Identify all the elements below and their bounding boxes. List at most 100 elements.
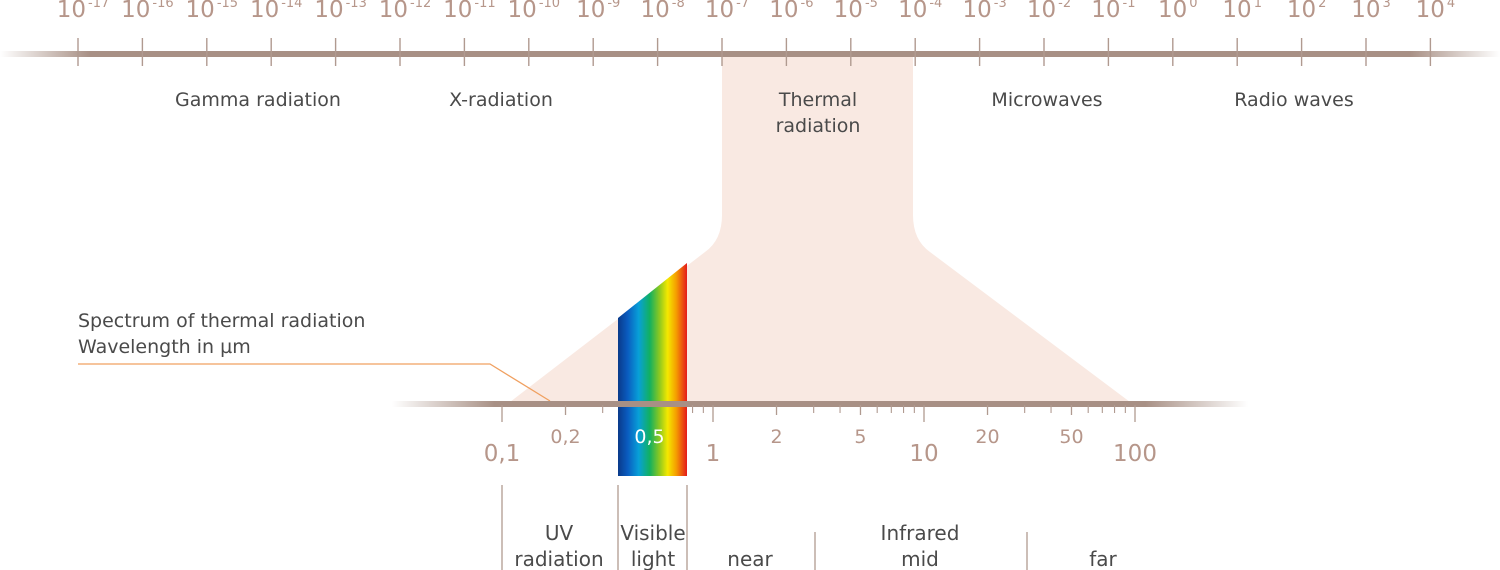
top-axis-label: 10 -3	[962, 0, 1006, 23]
top-band-labels: Gamma radiation X-radiation Thermal radi…	[175, 89, 1354, 137]
label-base: 10	[1287, 0, 1316, 23]
label-base: 10	[314, 0, 343, 23]
top-axis-bar	[0, 51, 1500, 57]
label-exponent: -15	[217, 0, 238, 11]
top-axis-label: 10 4	[1416, 0, 1456, 23]
label-exponent: -5	[865, 0, 878, 11]
top-axis-label: 10 -15	[186, 0, 239, 23]
label-exponent: 2	[1318, 0, 1326, 11]
label-base: 10	[1158, 0, 1187, 23]
top-axis-label: 10 -10	[508, 0, 561, 23]
band-thermal-label-line1: Thermal	[778, 89, 857, 111]
label-exponent: -6	[801, 0, 814, 11]
label-exponent: 1	[1254, 0, 1262, 11]
label-base: 10	[769, 0, 798, 23]
top-axis-label: 10 -5	[834, 0, 878, 23]
label-base: 10	[443, 0, 472, 23]
caption-line1: Spectrum of thermal radiation	[78, 310, 365, 332]
bottom-axis-label: 10	[909, 441, 938, 467]
label-base: 10	[962, 0, 991, 23]
label-base: 10	[250, 0, 279, 23]
top-axis-label: 10 -7	[705, 0, 749, 23]
bottom-axis-label: 0,1	[484, 441, 521, 467]
top-axis-label: 10 0	[1158, 0, 1198, 23]
label-exponent: -13	[346, 0, 367, 11]
bottom-axis-label: 100	[1113, 441, 1157, 467]
sub-band-visible-line1: Visible	[620, 521, 685, 545]
label-exponent: -11	[474, 0, 495, 11]
label-base: 10	[379, 0, 408, 23]
label-exponent: -4	[929, 0, 942, 11]
caption-line2: Wavelength in µm	[78, 336, 251, 358]
sub-band-far-line2: far	[1089, 547, 1117, 570]
label-exponent: -16	[152, 0, 173, 11]
label-exponent: -2	[1058, 0, 1071, 11]
label-exponent: 3	[1383, 0, 1391, 11]
caption-leader-line	[78, 363, 551, 402]
bottom-axis-label: 0,2	[550, 426, 580, 448]
label-base: 10	[508, 0, 537, 23]
label-exponent: -7	[736, 0, 749, 11]
label-exponent: -3	[994, 0, 1007, 11]
top-axis-label: 10 2	[1287, 0, 1327, 23]
sub-band-mid-line2: mid	[901, 547, 939, 570]
sub-band-visible-line2: light	[631, 547, 675, 570]
label-base: 10	[834, 0, 863, 23]
bottom-axis-bar	[392, 401, 1248, 407]
label-exponent: -1	[1123, 0, 1136, 11]
top-axis-label: 10 -16	[121, 0, 174, 23]
bottom-axis-label: 50	[1059, 426, 1083, 448]
label-exponent: -14	[281, 0, 302, 11]
label-base: 10	[1027, 0, 1056, 23]
bottom-axis-label: 0,5	[634, 426, 664, 448]
sub-band-labels: UV radiation Visible light near Infrared…	[514, 521, 1117, 570]
label-base: 10	[1222, 0, 1251, 23]
label-base: 10	[640, 0, 669, 23]
label-exponent: 4	[1447, 0, 1455, 11]
label-base: 10	[1091, 0, 1120, 23]
band-xray-label: X-radiation	[449, 89, 553, 111]
top-axis-label: 10 -8	[640, 0, 684, 23]
top-axis-label: 10 -12	[379, 0, 432, 23]
label-base: 10	[576, 0, 605, 23]
sub-band-uv-line1: UV	[545, 521, 574, 545]
top-axis-label: 10 3	[1351, 0, 1391, 23]
bottom-axis-label: 1	[706, 441, 721, 467]
label-base: 10	[1416, 0, 1445, 23]
sub-band-dividers	[501, 485, 1028, 570]
visible-spectrum-rainbow	[618, 263, 687, 476]
label-base: 10	[186, 0, 215, 23]
top-axis-label: 10 -11	[443, 0, 496, 23]
bottom-axis-labels: 0,1 0,2 0,5 1 2 5 10 20 50 100	[484, 426, 1157, 467]
label-exponent: -12	[410, 0, 431, 11]
label-base: 10	[898, 0, 927, 23]
band-radio-label: Radio waves	[1234, 89, 1353, 111]
spectrum-caption: Spectrum of thermal radiation Wavelength…	[78, 310, 551, 402]
top-axis-label: 10 -1	[1091, 0, 1135, 23]
label-base: 10	[1351, 0, 1380, 23]
label-base: 10	[705, 0, 734, 23]
band-microwaves-label: Microwaves	[991, 89, 1102, 111]
top-axis-label: 10 1	[1222, 0, 1262, 23]
label-exponent: -9	[607, 0, 620, 11]
band-gamma-label: Gamma radiation	[175, 89, 341, 111]
label-exponent: -17	[88, 0, 109, 11]
top-axis-ticks	[77, 38, 1432, 66]
top-axis-label: 10 -9	[576, 0, 620, 23]
top-axis-label: 10 -6	[769, 0, 813, 23]
band-thermal-label-line2: radiation	[776, 115, 861, 137]
label-exponent: -10	[539, 0, 560, 11]
sub-band-uv-line2: radiation	[514, 547, 603, 570]
bottom-axis-ticks	[501, 405, 1136, 422]
top-axis-label: 10 -13	[314, 0, 367, 23]
bottom-axis-label: 2	[770, 426, 782, 448]
bottom-axis-label: 20	[975, 426, 999, 448]
sub-band-near-line2: near	[727, 547, 773, 570]
label-exponent: -8	[672, 0, 685, 11]
top-axis-labels: 10 -17 10 -16 10 -15 10 -14 10 -13 10 -12 10 -11 10 -10…	[57, 0, 1455, 23]
sub-band-infrared-line1: Infrared	[881, 521, 960, 545]
label-base: 10	[57, 0, 86, 23]
top-axis-label: 10 -14	[250, 0, 303, 23]
